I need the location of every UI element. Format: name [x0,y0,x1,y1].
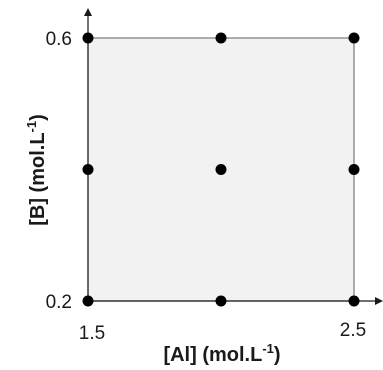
y-axis-title: [B] (mol.L-1) [24,114,49,226]
data-point [82,295,94,307]
x-axis-title: [Al] (mol.L-1) [163,341,280,366]
x-axis-arrow [375,297,383,305]
data-point [348,164,360,175]
y-tick-label: 0.6 [46,29,72,50]
data-point [215,295,227,307]
data-point [82,164,94,175]
x-axis-title-end: ) [274,344,281,366]
data-points [82,32,360,307]
data-point [215,32,227,44]
x-axis-title-sup: -1 [262,341,274,356]
y-axis-arrow [84,8,92,16]
y-tick-label: 0.2 [46,292,72,313]
data-point [215,164,227,175]
y-axis-title-end: ) [27,114,49,121]
data-point [82,32,94,44]
data-point [348,295,360,307]
y-axis-title-main: [B] (mol.L [27,132,49,225]
data-point [348,32,360,44]
x-tick-label: 1.5 [79,323,105,344]
x-axis-title-main: [Al] (mol.L [163,344,262,366]
x-tick-label: 2.5 [340,320,366,341]
y-axis-title-sup: -1 [24,121,39,133]
